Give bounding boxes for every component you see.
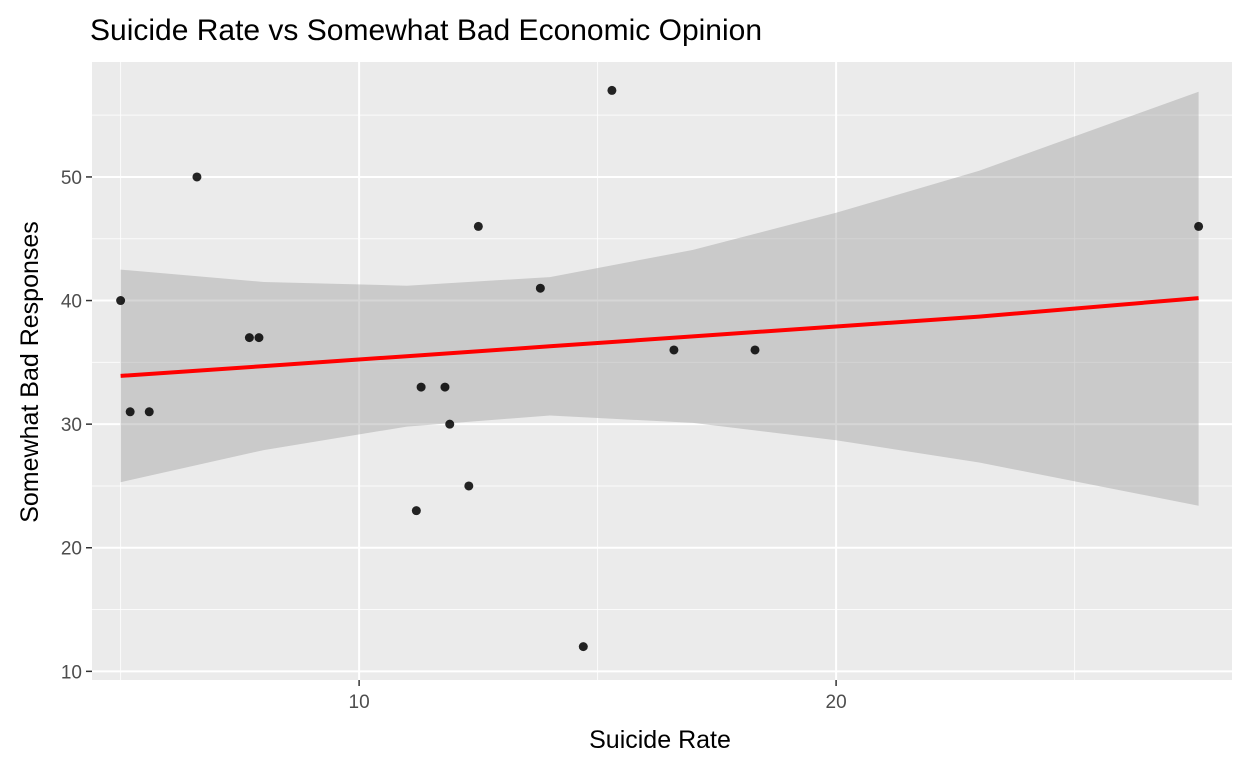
x-axis-ticks: 10 20 xyxy=(349,680,847,713)
data-point xyxy=(578,642,588,652)
y-axis-ticks: 10 20 30 40 50 xyxy=(61,168,92,683)
data-point xyxy=(144,407,154,417)
data-point xyxy=(464,481,474,491)
data-points xyxy=(116,85,1204,652)
y-tick-label: 50 xyxy=(61,168,82,189)
data-point xyxy=(535,283,545,293)
data-point xyxy=(254,333,264,343)
data-point xyxy=(440,382,450,392)
data-point xyxy=(116,296,126,306)
data-point xyxy=(473,221,483,231)
data-point xyxy=(750,345,760,355)
chart-title: Suicide Rate vs Somewhat Bad Economic Op… xyxy=(90,14,762,47)
x-tick-label: 20 xyxy=(826,692,847,713)
y-tick-label: 30 xyxy=(61,415,82,436)
y-tick-label: 20 xyxy=(61,539,82,560)
data-point xyxy=(445,419,455,429)
x-axis-title: Suicide Rate xyxy=(589,726,731,754)
data-point xyxy=(416,382,426,392)
y-axis-title: Somewhat Bad Responses xyxy=(16,221,44,523)
data-point xyxy=(669,345,679,355)
x-tick-label: 10 xyxy=(349,692,370,713)
grid-minor-lines xyxy=(92,62,1232,680)
data-point xyxy=(244,333,254,343)
trend-line xyxy=(120,296,1199,378)
y-tick-label: 40 xyxy=(61,292,82,313)
data-point xyxy=(125,407,135,417)
confidence-band xyxy=(120,91,1199,506)
plot-panel xyxy=(92,62,1232,680)
grid-major-lines xyxy=(92,62,1232,680)
y-tick-label: 10 xyxy=(61,662,82,683)
data-point xyxy=(607,85,617,95)
data-point xyxy=(1194,221,1204,231)
data-point xyxy=(192,172,202,182)
data-point xyxy=(411,506,421,516)
